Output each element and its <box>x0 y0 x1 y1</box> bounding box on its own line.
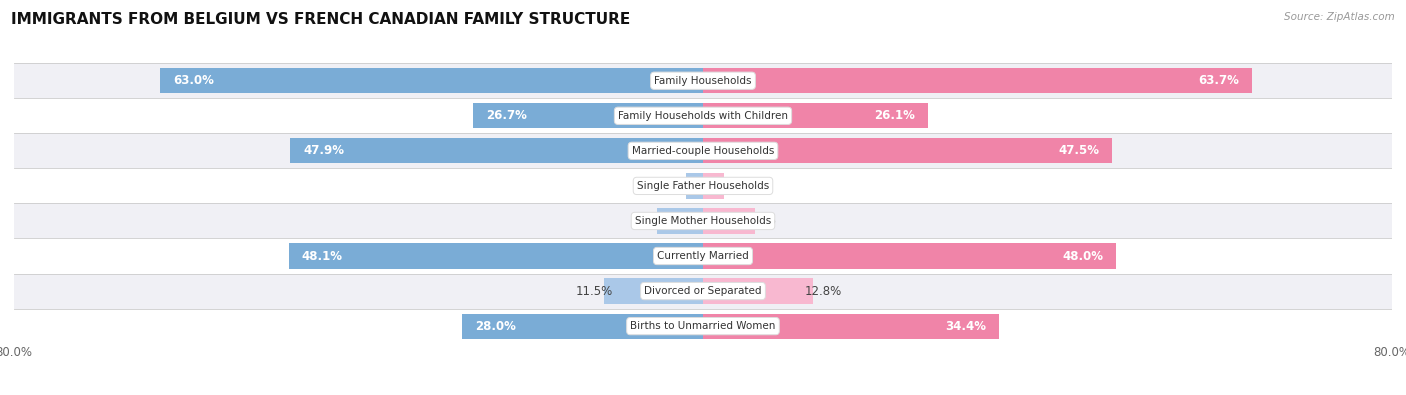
Bar <box>291 138 703 164</box>
Bar <box>686 173 703 199</box>
Text: 5.3%: 5.3% <box>637 214 666 228</box>
Bar <box>703 314 1000 339</box>
Text: IMMIGRANTS FROM BELGIUM VS FRENCH CANADIAN FAMILY STRUCTURE: IMMIGRANTS FROM BELGIUM VS FRENCH CANADI… <box>11 12 630 27</box>
Text: 2.0%: 2.0% <box>665 179 695 192</box>
Text: 48.1%: 48.1% <box>302 250 343 263</box>
Bar <box>14 203 1392 239</box>
Bar <box>14 134 1392 168</box>
Text: 47.9%: 47.9% <box>304 144 344 157</box>
Bar <box>703 173 724 199</box>
Bar <box>703 208 755 233</box>
Bar <box>703 243 1116 269</box>
Text: Married-couple Households: Married-couple Households <box>631 146 775 156</box>
Text: Divorced or Separated: Divorced or Separated <box>644 286 762 296</box>
Bar <box>14 273 1392 308</box>
Bar <box>703 278 813 304</box>
Text: 26.7%: 26.7% <box>486 109 527 122</box>
Text: 12.8%: 12.8% <box>804 284 842 297</box>
Bar <box>14 308 1392 344</box>
Bar <box>14 168 1392 203</box>
Bar <box>14 98 1392 134</box>
Bar <box>658 208 703 233</box>
Bar <box>605 278 703 304</box>
Bar <box>703 138 1112 164</box>
Text: Currently Married: Currently Married <box>657 251 749 261</box>
Bar <box>461 314 703 339</box>
Text: Source: ZipAtlas.com: Source: ZipAtlas.com <box>1284 12 1395 22</box>
Text: 34.4%: 34.4% <box>945 320 987 333</box>
Bar <box>703 103 928 128</box>
Text: 63.0%: 63.0% <box>173 74 214 87</box>
Text: 2.4%: 2.4% <box>716 179 745 192</box>
Text: Single Mother Households: Single Mother Households <box>636 216 770 226</box>
Text: 11.5%: 11.5% <box>575 284 613 297</box>
Text: Births to Unmarried Women: Births to Unmarried Women <box>630 321 776 331</box>
Text: 6.0%: 6.0% <box>747 214 776 228</box>
Bar <box>14 239 1392 273</box>
Bar <box>703 68 1251 93</box>
Text: 47.5%: 47.5% <box>1059 144 1099 157</box>
Bar <box>160 68 703 93</box>
Text: Family Households: Family Households <box>654 76 752 86</box>
Bar <box>14 63 1392 98</box>
Text: 26.1%: 26.1% <box>875 109 915 122</box>
Text: Single Father Households: Single Father Households <box>637 181 769 191</box>
Text: Family Households with Children: Family Households with Children <box>619 111 787 121</box>
Legend: Immigrants from Belgium, French Canadian: Immigrants from Belgium, French Canadian <box>547 394 859 395</box>
Text: 48.0%: 48.0% <box>1063 250 1104 263</box>
Text: 28.0%: 28.0% <box>475 320 516 333</box>
Text: 63.7%: 63.7% <box>1198 74 1239 87</box>
Bar <box>472 103 703 128</box>
Bar <box>288 243 703 269</box>
